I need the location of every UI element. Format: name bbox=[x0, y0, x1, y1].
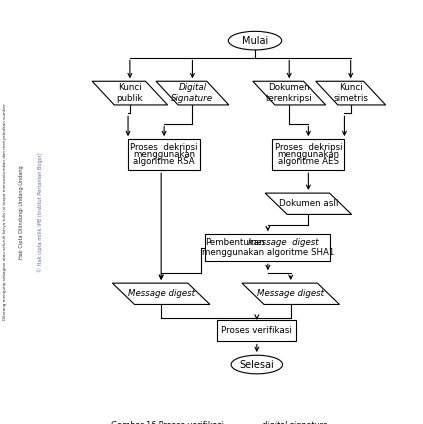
Text: Selesai: Selesai bbox=[239, 360, 274, 370]
Text: message  digest: message digest bbox=[248, 238, 319, 247]
Bar bbox=[272, 139, 344, 170]
Bar bbox=[205, 234, 330, 261]
Text: Kunci
simetris: Kunci simetris bbox=[333, 84, 368, 103]
Text: © Hak cipta milik IPB (Institut Pertanian Bogor): © Hak cipta milik IPB (Institut Pertania… bbox=[37, 152, 43, 272]
Text: digital signature: digital signature bbox=[262, 421, 328, 424]
Text: Dokumen asli: Dokumen asli bbox=[279, 199, 338, 208]
Text: menggunakan algoritme SHA1: menggunakan algoritme SHA1 bbox=[202, 248, 334, 257]
Text: Pembentukan: Pembentukan bbox=[205, 238, 264, 247]
Bar bbox=[128, 139, 200, 170]
Text: algoritme AES: algoritme AES bbox=[278, 156, 339, 166]
Text: menggunakan: menggunakan bbox=[277, 150, 339, 159]
Text: Message digest: Message digest bbox=[257, 289, 324, 298]
Bar bbox=[217, 320, 297, 341]
Text: Dilarang mengutip sebagian atau seluruh karya tulis ini tanpa mencantumkan dan m: Dilarang mengutip sebagian atau seluruh … bbox=[3, 103, 7, 321]
Text: Gambar 16 Proses verifikasi: Gambar 16 Proses verifikasi bbox=[112, 421, 227, 424]
Text: Proses  dekripsi: Proses dekripsi bbox=[130, 143, 198, 152]
Text: Proses  dekripsi: Proses dekripsi bbox=[275, 143, 342, 152]
Text: Proses verifikasi: Proses verifikasi bbox=[221, 326, 292, 335]
Text: Message digest: Message digest bbox=[128, 289, 195, 298]
Text: Dokumen
terenkripsi: Dokumen terenkripsi bbox=[266, 84, 313, 103]
Text: Kunci
publik: Kunci publik bbox=[117, 84, 143, 103]
Text: Hak Cipta Dilindungi Undang-Undang: Hak Cipta Dilindungi Undang-Undang bbox=[19, 165, 25, 259]
Text: Digital
Signature: Digital Signature bbox=[171, 84, 214, 103]
Text: menggunakan: menggunakan bbox=[133, 150, 195, 159]
Text: algoritme RSA: algoritme RSA bbox=[133, 156, 195, 166]
Text: Mulai: Mulai bbox=[242, 36, 268, 46]
